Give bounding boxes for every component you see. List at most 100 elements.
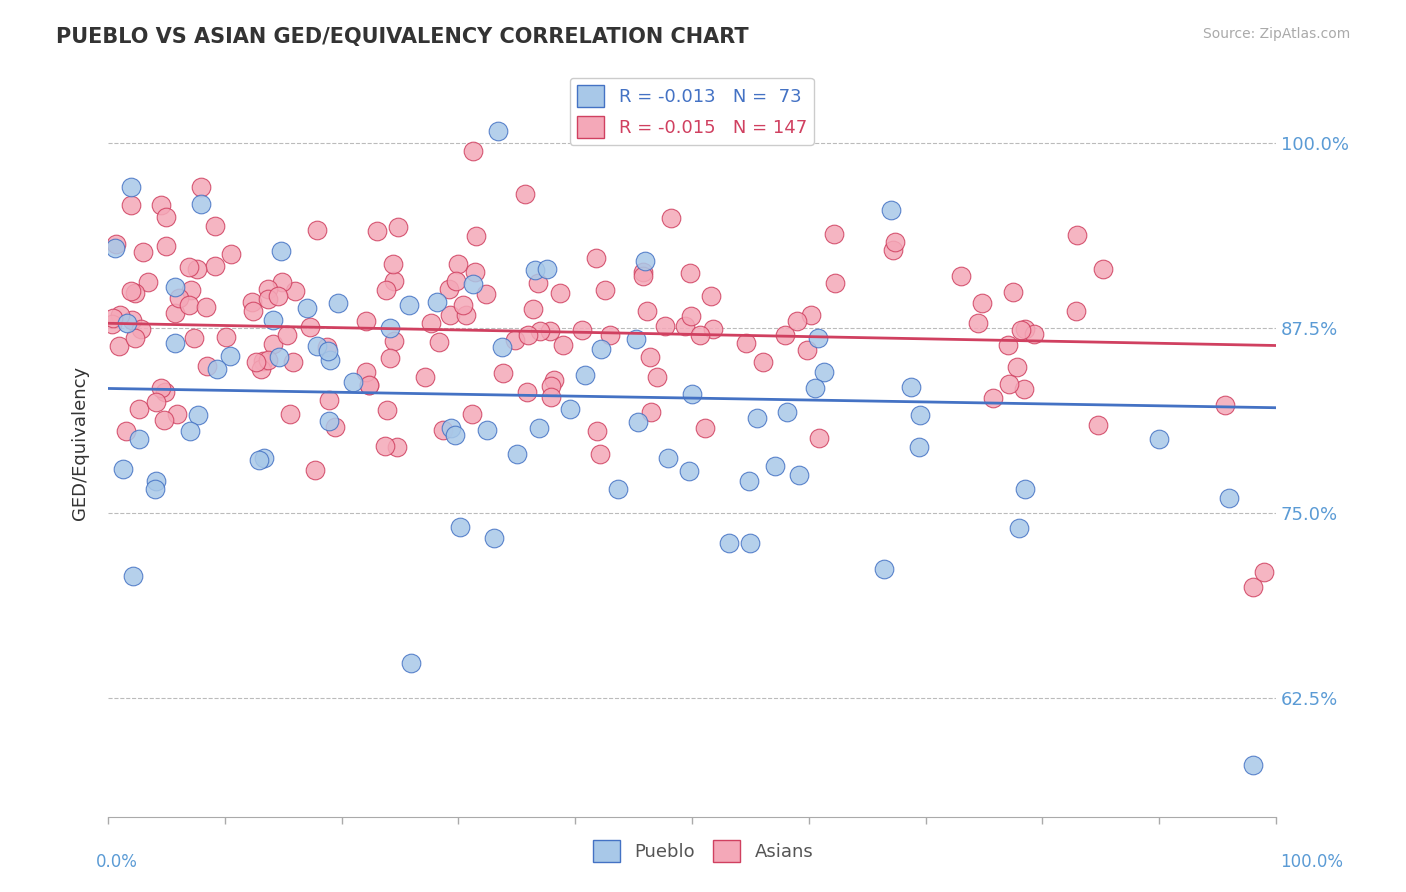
Point <box>166 407 188 421</box>
Legend: Pueblo, Asians: Pueblo, Asians <box>585 833 821 870</box>
Point <box>631 268 654 283</box>
Point <box>295 301 318 315</box>
Point <box>163 306 186 320</box>
Point <box>461 408 484 422</box>
Point <box>997 338 1019 352</box>
Point <box>107 339 129 353</box>
Point <box>1147 432 1170 446</box>
Point <box>204 219 226 234</box>
Point <box>354 314 377 328</box>
Point <box>112 461 135 475</box>
Point <box>149 381 172 395</box>
Text: 0.0%: 0.0% <box>96 853 138 871</box>
Point <box>800 308 823 322</box>
Point <box>540 379 562 393</box>
Point <box>967 316 990 330</box>
Point <box>122 569 145 583</box>
Point <box>284 284 307 298</box>
Point <box>1001 285 1024 299</box>
Point <box>873 562 896 576</box>
Point <box>735 336 758 351</box>
Point <box>419 316 441 330</box>
Point <box>374 439 396 453</box>
Point <box>219 247 242 261</box>
Point <box>1218 491 1240 505</box>
Point <box>678 464 700 478</box>
Point <box>586 424 609 438</box>
Point <box>1241 580 1264 594</box>
Point <box>169 292 191 306</box>
Point <box>252 354 274 368</box>
Point <box>143 483 166 497</box>
Point <box>120 198 142 212</box>
Point <box>187 408 209 422</box>
Point <box>115 317 138 331</box>
Point <box>654 319 676 334</box>
Point <box>240 294 263 309</box>
Point <box>763 459 786 474</box>
Point <box>315 339 337 353</box>
Point <box>506 447 529 461</box>
Point <box>752 355 775 369</box>
Point <box>128 402 150 417</box>
Point <box>624 333 647 347</box>
Point <box>426 294 449 309</box>
Point <box>823 227 845 241</box>
Point <box>516 328 538 343</box>
Point <box>262 337 284 351</box>
Point <box>444 275 467 289</box>
Point <box>540 390 562 404</box>
Point <box>807 331 830 345</box>
Point <box>461 277 484 292</box>
Point <box>124 331 146 345</box>
Point <box>1014 382 1036 396</box>
Point <box>1014 322 1036 336</box>
Point <box>250 361 273 376</box>
Point <box>513 187 536 202</box>
Point <box>179 298 201 312</box>
Point <box>100 318 122 332</box>
Point <box>461 144 484 158</box>
Point <box>786 314 808 328</box>
Point <box>110 308 132 322</box>
Point <box>269 351 291 365</box>
Point <box>378 320 401 334</box>
Point <box>357 378 380 392</box>
Point <box>245 354 267 368</box>
Point <box>138 275 160 289</box>
Text: PUEBLO VS ASIAN GED/EQUIVALENCY CORRELATION CHART: PUEBLO VS ASIAN GED/EQUIVALENCY CORRELAT… <box>56 27 749 46</box>
Point <box>527 421 550 435</box>
Point <box>180 283 202 297</box>
Point <box>681 387 703 401</box>
Point <box>105 237 128 252</box>
Point <box>1213 398 1236 412</box>
Point <box>257 352 280 367</box>
Point <box>387 220 409 235</box>
Point <box>558 401 581 416</box>
Point <box>679 310 702 324</box>
Point <box>824 276 846 290</box>
Point <box>218 349 240 363</box>
Point <box>385 440 408 454</box>
Point <box>908 408 931 422</box>
Point <box>437 282 460 296</box>
Point <box>145 395 167 409</box>
Point <box>449 520 471 534</box>
Point <box>153 413 176 427</box>
Point <box>492 366 515 380</box>
Point <box>634 253 657 268</box>
Point <box>120 284 142 298</box>
Point <box>804 381 827 395</box>
Point <box>307 223 329 237</box>
Point <box>1241 757 1264 772</box>
Point <box>378 351 401 365</box>
Point <box>464 228 486 243</box>
Point <box>882 243 904 257</box>
Point <box>571 323 593 337</box>
Point <box>1010 323 1032 337</box>
Point <box>359 378 381 392</box>
Point <box>740 535 762 549</box>
Point <box>316 343 339 358</box>
Point <box>155 239 177 253</box>
Point <box>440 421 463 435</box>
